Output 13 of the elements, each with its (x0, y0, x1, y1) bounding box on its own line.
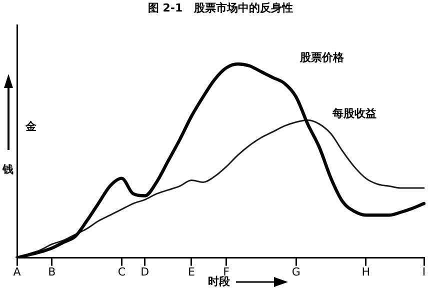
annotation: 金 (24, 120, 38, 133)
x-tick-label: C (118, 265, 126, 278)
x-tick-label: G (292, 265, 300, 278)
text: 股票价格 (298, 50, 345, 64)
series-label: 每股收益 (332, 107, 377, 120)
y-axis-title: 钱 (2, 162, 14, 176)
x-tick-label: H (362, 265, 370, 278)
chart-title: 图 2-1 股票市场中的反身性 (148, 1, 294, 14)
x-tick-label: A (13, 265, 22, 278)
x-tick-label: I (422, 265, 426, 278)
x-tick-label: E (188, 265, 195, 278)
x-tick-label: B (48, 265, 56, 278)
x-tick-label: D (140, 265, 150, 278)
